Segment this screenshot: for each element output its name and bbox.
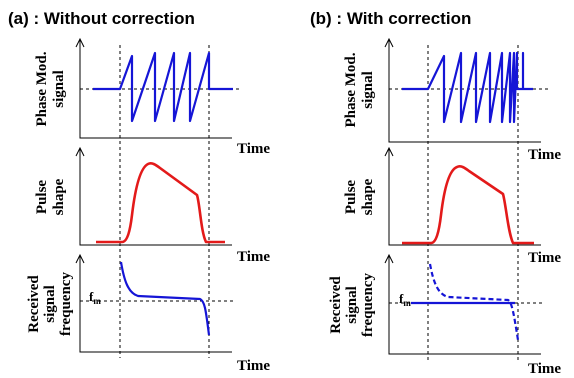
freq-subplot-b: fm Received signal frequency Time: [328, 253, 561, 377]
freq-subplot-a: fm Received signal frequency Time: [26, 253, 270, 374]
phase-ylabel-line1: Phase Mod.: [34, 51, 50, 126]
phase-modulation-trace: [93, 51, 233, 123]
freq-ylabel-line3: frequency: [360, 273, 376, 337]
pulse-y-arrow: [75, 146, 85, 157]
phase-y-arrow: [75, 37, 85, 48]
freq-xlabel: Time: [237, 358, 270, 374]
fm-label: fm: [89, 289, 101, 306]
freq-ylabel-line1: Received: [328, 276, 344, 334]
phase-modulation-trace: [402, 51, 533, 124]
phase-y-arrow: [384, 37, 394, 48]
freq-axes: [79, 256, 232, 353]
pulse-xlabel: Time: [528, 250, 561, 266]
pulse-shape-trace: [402, 165, 534, 245]
phase-ylabel-line2: signal: [360, 71, 376, 109]
panel-a-title: (a) : Without correction: [8, 9, 195, 28]
uncorrected-frequency-trace: [428, 263, 520, 341]
phase-axes: [79, 40, 232, 139]
phase-xlabel: Time: [237, 141, 270, 157]
fm-label: fm: [399, 291, 411, 308]
pulse-axes: [388, 149, 541, 246]
pulse-ylabel-line2: shape: [51, 178, 67, 215]
pulse-y-arrow: [384, 146, 394, 157]
received-frequency-trace: [119, 261, 211, 336]
phase-subplot-a: Phase Mod. signal Time: [34, 37, 270, 157]
panel-b-title: (b) : With correction: [310, 9, 471, 28]
freq-ylabel-line2: signal: [344, 286, 360, 324]
panel-b: (b) : With correction Phase Mod. signal …: [310, 9, 561, 377]
pulse-shape-trace: [96, 162, 225, 244]
pulse-ylabel-line1: Pulse: [343, 180, 359, 215]
phase-axes: [388, 40, 541, 143]
freq-y-arrow: [384, 253, 394, 264]
pulse-ylabel-line1: Pulse: [34, 180, 50, 215]
phase-subplot-b: Phase Mod. signal Time: [343, 37, 561, 163]
phase-xlabel: Time: [528, 147, 561, 163]
pulse-ylabel-line2: shape: [360, 178, 376, 215]
pulse-subplot-b: Pulse shape Time: [343, 146, 561, 266]
freq-xlabel: Time: [528, 361, 561, 377]
freq-ylabel-line1: Received: [26, 275, 42, 333]
freq-axes: [388, 256, 541, 355]
freq-ylabel-line3: frequency: [58, 272, 74, 336]
freq-y-arrow: [75, 253, 85, 264]
pulse-subplot-a: Pulse shape Time: [34, 146, 270, 265]
phase-ylabel-line2: signal: [51, 70, 67, 108]
pulse-axes: [79, 149, 232, 246]
pulse-xlabel: Time: [237, 249, 270, 265]
panel-a: (a) : Without correction Phase Mod. sign…: [8, 9, 270, 374]
phase-ylabel-line1: Phase Mod.: [343, 52, 359, 127]
freq-ylabel-line2: signal: [42, 285, 58, 323]
